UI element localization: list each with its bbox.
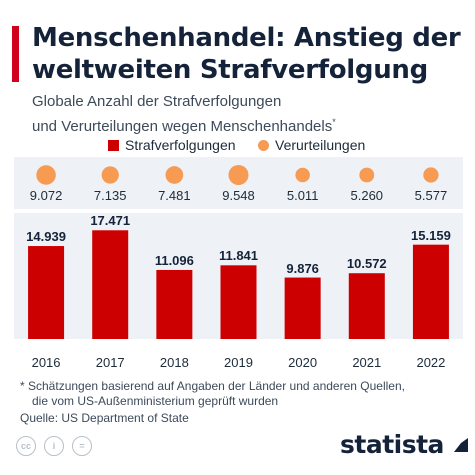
subtitle-line-2: und Verurteilungen wegen Menschenhandels	[32, 118, 333, 135]
x-axis-tick-label-2021: 2021	[352, 355, 382, 370]
conviction-value-label-2020: 5.011	[286, 188, 319, 203]
subtitle-line-1: Globale Anzahl der Strafverfolgungen	[32, 93, 282, 110]
conviction-value-label-2016: 9.072	[29, 188, 63, 203]
footnote: * Schätzungen basierend auf Angaben der …	[20, 379, 460, 409]
page-title: Menschenhandel: Anstieg der weltweiten S…	[32, 23, 461, 85]
prosecution-value-label-2018: 11.096	[154, 253, 194, 268]
source: Quelle: US Department of State	[20, 411, 189, 425]
legend-item-prosecutions: Strafverfolgungen	[108, 137, 236, 153]
x-axis-tick-label-2018: 2018	[159, 355, 189, 370]
x-axis-tick-label-2016: 2016	[31, 355, 61, 370]
x-axis-tick-label-2017: 2017	[95, 355, 125, 370]
cc-icon[interactable]: cc	[16, 436, 36, 456]
conviction-value-label-2022: 5.577	[414, 188, 448, 203]
legend-swatch-convictions	[258, 139, 269, 151]
x-axis-tick-label-2020: 2020	[288, 355, 318, 370]
conviction-value-label-2017: 7.135	[93, 188, 127, 203]
subtitle-footnote-marker: *	[332, 117, 336, 127]
brand-logo[interactable]: statista	[340, 430, 444, 459]
title-accent-bar	[12, 26, 19, 82]
x-axis-tick-label-2019: 2019	[224, 355, 253, 370]
by-icon[interactable]: i	[44, 436, 64, 456]
legend-item-convictions: Verurteilungen	[258, 137, 365, 153]
legend-label-prosecutions: Strafverfolgungen	[125, 137, 236, 153]
prosecution-value-label-2019: 11.841	[218, 248, 259, 264]
statista-logo-icon	[454, 438, 468, 452]
footnote-line-2: die vom US-Außenministerium geprüft wurd…	[32, 394, 279, 408]
nd-icon[interactable]: =	[72, 436, 92, 456]
x-axis-tick-label-2022: 2022	[416, 355, 446, 370]
chart-legend: Strafverfolgungen Verurteilungen	[0, 137, 475, 155]
prosecution-value-label-2020: 9.876	[286, 260, 319, 276]
conviction-value-label-2019: 9.548	[222, 188, 255, 203]
prosecution-value-label-2021: 10.572	[346, 256, 387, 272]
prosecution-value-label-2017: 17.471	[90, 213, 131, 229]
subtitle: Globale Anzahl der Strafverfolgungen und…	[32, 92, 472, 137]
prosecution-value-label-2022: 15.159	[411, 227, 451, 243]
conviction-value-label-2021: 5.260	[350, 188, 384, 203]
footnote-line-1: * Schätzungen basierend auf Angaben der …	[20, 379, 405, 393]
prosecution-value-label-2016: 14.939	[26, 229, 66, 244]
legend-swatch-prosecutions	[108, 139, 119, 151]
legend-label-convictions: Verurteilungen	[275, 137, 366, 153]
conviction-value-label-2018: 7.481	[158, 188, 191, 203]
